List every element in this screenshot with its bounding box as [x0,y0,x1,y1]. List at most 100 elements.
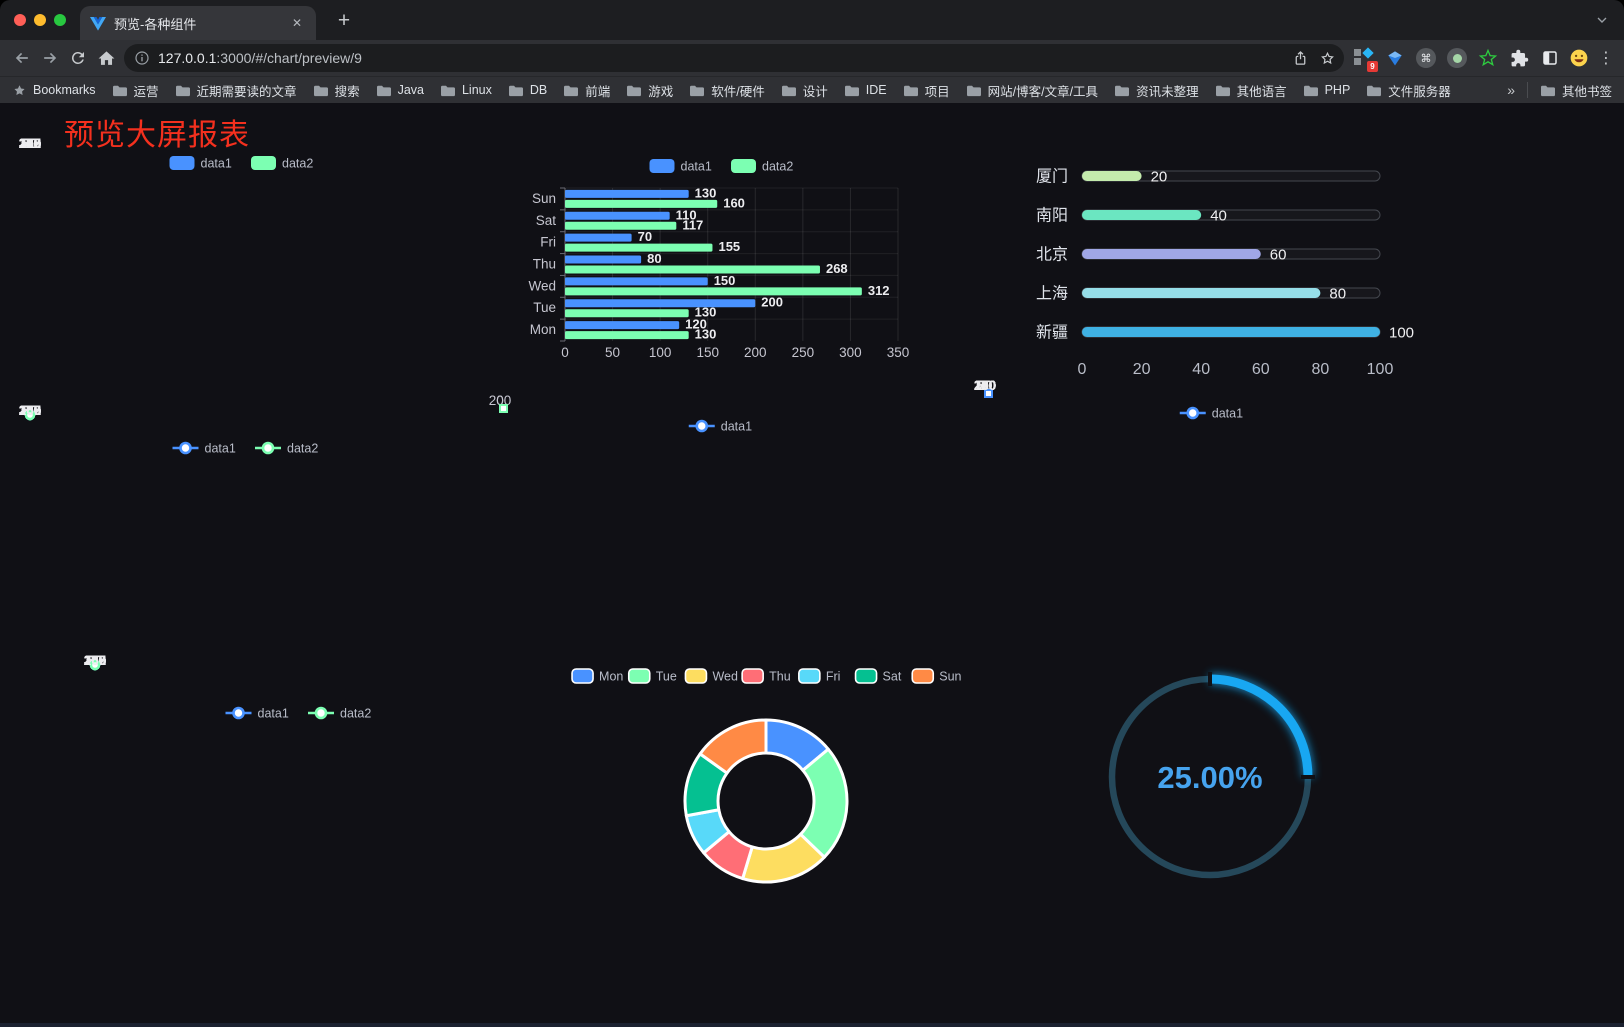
bar[interactable] [565,265,820,274]
home-button[interactable] [92,44,120,72]
bookmark-folder-9[interactable]: 设计 [781,81,828,100]
bookmark-folder-2[interactable]: 搜索 [313,81,360,100]
legend-item-data1[interactable]: data1 [1179,407,1243,421]
forward-button[interactable] [36,44,64,72]
bookmark-folder-3[interactable]: Java [376,83,424,97]
legend-item-data2[interactable]: data2 [251,156,313,171]
bookmark-folder-14[interactable]: 其他语言 [1215,81,1287,100]
legend-item-data2[interactable]: data2 [308,707,371,721]
bookmark-folder-16[interactable]: 文件服务器 [1366,81,1451,100]
reload-button[interactable] [64,44,92,72]
extension-gem-icon[interactable] [1383,46,1407,70]
legend-item-Mon[interactable]: Mon [571,668,623,684]
bookmark-folder-8[interactable]: 软件/硬件 [689,81,765,100]
legend-label: Sun [939,670,961,684]
legend-item-Sun[interactable]: Sun [911,668,962,684]
extension-emoji-icon[interactable] [1569,48,1589,68]
legend-item-data1[interactable]: data1 [649,159,712,174]
bar[interactable] [565,299,756,308]
data-point[interactable] [89,659,101,671]
bar[interactable] [565,287,862,296]
bookmark-folder-5[interactable]: DB [508,83,547,97]
browser-tab[interactable]: 预览-各种组件 ✕ [80,6,316,40]
bar[interactable] [565,321,680,330]
bar[interactable] [565,255,642,264]
back-button[interactable] [8,44,36,72]
side-panel-icon[interactable] [1538,46,1562,70]
bookmark-folder-10[interactable]: IDE [844,83,887,97]
other-bookmarks-folder[interactable]: 其他书签 [1540,81,1612,100]
close-window-button[interactable] [14,14,26,26]
bookmark-folder-0[interactable]: 运营 [112,81,159,100]
donut-chart[interactable]: Mon Tue Wed Thu Fri Sat Sun [566,660,966,905]
bookmark-label: 项目 [924,84,950,99]
legend-item-Tue[interactable]: Tue [627,668,677,684]
bookmark-folder-7[interactable]: 游戏 [626,81,673,100]
extension-green-star-icon[interactable] [1476,46,1500,70]
bar[interactable] [565,277,708,286]
legend-item-data2[interactable]: data2 [255,442,318,456]
tab-search-chevron-icon[interactable] [1594,12,1610,28]
bookmark-folder-6[interactable]: 前端 [563,81,610,100]
share-icon[interactable] [1292,50,1309,67]
bar[interactable] [565,233,632,242]
browser-menu-button[interactable]: ⋮ [1598,50,1614,67]
legend-item-data1[interactable]: data1 [169,156,232,171]
donut-slices [683,718,849,884]
legend-item-Wed[interactable]: Wed [684,668,738,684]
bookmark-folder-12[interactable]: 网站/博客/文章/工具 [966,81,1098,100]
progress-value: 20 [1151,169,1168,186]
legend-item-data1[interactable]: data1 [172,442,236,456]
bookmark-star-icon[interactable] [1319,50,1336,67]
area-line-chart[interactable]: data1 0 200 120 200 150 80 70 110 130 [974,378,1390,610]
bar[interactable] [565,211,670,220]
bookmark-folder-4[interactable]: Linux [440,83,492,97]
bar-series-data2: 160 117 155 268 312 130 130 [565,195,890,342]
legend-item-data2[interactable]: data2 [731,159,793,174]
data-point[interactable] [499,404,508,413]
bookmark-folder-11[interactable]: 项目 [903,81,950,100]
site-info-icon[interactable] [134,50,150,66]
bookmark-folder-15[interactable]: PHP [1303,83,1350,97]
data-point[interactable] [24,409,36,421]
legend-item-Thu[interactable]: Thu [741,668,791,684]
bar[interactable] [565,331,689,340]
bookmark-folder-1[interactable]: 近期需要读的文章 [175,81,297,100]
bar[interactable] [565,309,689,318]
tab-close-button[interactable]: ✕ [291,16,303,30]
grouped-bar-chart[interactable]: data1 data2 0 350 120 200 150 80 70 110 130 130 130 3… [19,136,450,373]
data-point[interactable] [984,389,993,398]
extension-monkey-icon[interactable]: 9 [1352,46,1378,72]
bookmarks-manager[interactable]: Bookmarks [12,83,96,98]
bookmarks-overflow-button[interactable]: » [1507,82,1515,98]
progress-bar-chart[interactable]: 厦门 20 南阳 40 北京 60 上海 80 新疆 100 0 20 40 60 80 100 [1000,150,1414,390]
bar[interactable] [565,199,718,208]
horizontal-bar-chart[interactable]: data1 data2 0 50 100 150 200 250 300 350 Sun Sat Fri… [505,152,909,372]
legend-item-Sat[interactable]: Sat [854,668,902,684]
bookmark-folder-13[interactable]: 资讯未整理 [1114,81,1199,100]
dual-line-chart[interactable]: data1data2035012020015080701101301301303… [19,403,450,660]
legend-item-Fri[interactable]: Fri [798,668,841,684]
zoom-window-button[interactable] [54,14,66,26]
address-bar[interactable]: 127.0.0.1:3000/#/chart/preview/9 [124,44,1344,72]
progress-fill-北京[interactable] [1082,249,1261,259]
bar[interactable] [565,189,689,198]
bar[interactable] [565,221,677,230]
gauge-progress-chart[interactable]: 25.00% [1085,652,1335,902]
pie-slice-Sun[interactable] [698,718,768,775]
bar[interactable] [565,243,713,252]
progress-fill-南阳[interactable] [1082,210,1202,220]
progress-fill-厦门[interactable] [1082,171,1142,181]
progress-fill-新疆[interactable] [1082,327,1380,337]
extension-green-dot-icon[interactable] [1445,46,1469,70]
extension-command-icon[interactable]: ⌘ [1414,46,1438,70]
legend-item-data1[interactable]: data1 [225,707,289,721]
gradient-line-chart[interactable]: data1 0 200 [489,393,900,640]
folder-icon [966,85,981,96]
new-tab-button[interactable]: + [337,9,351,32]
minimize-window-button[interactable] [34,14,46,26]
legend-item-data1[interactable]: data1 [688,420,752,434]
progress-fill-上海[interactable] [1082,288,1321,298]
extensions-puzzle-icon[interactable] [1507,46,1531,70]
dual-area-line-chart[interactable]: data1data2035012020015080701101301301303… [84,653,495,920]
